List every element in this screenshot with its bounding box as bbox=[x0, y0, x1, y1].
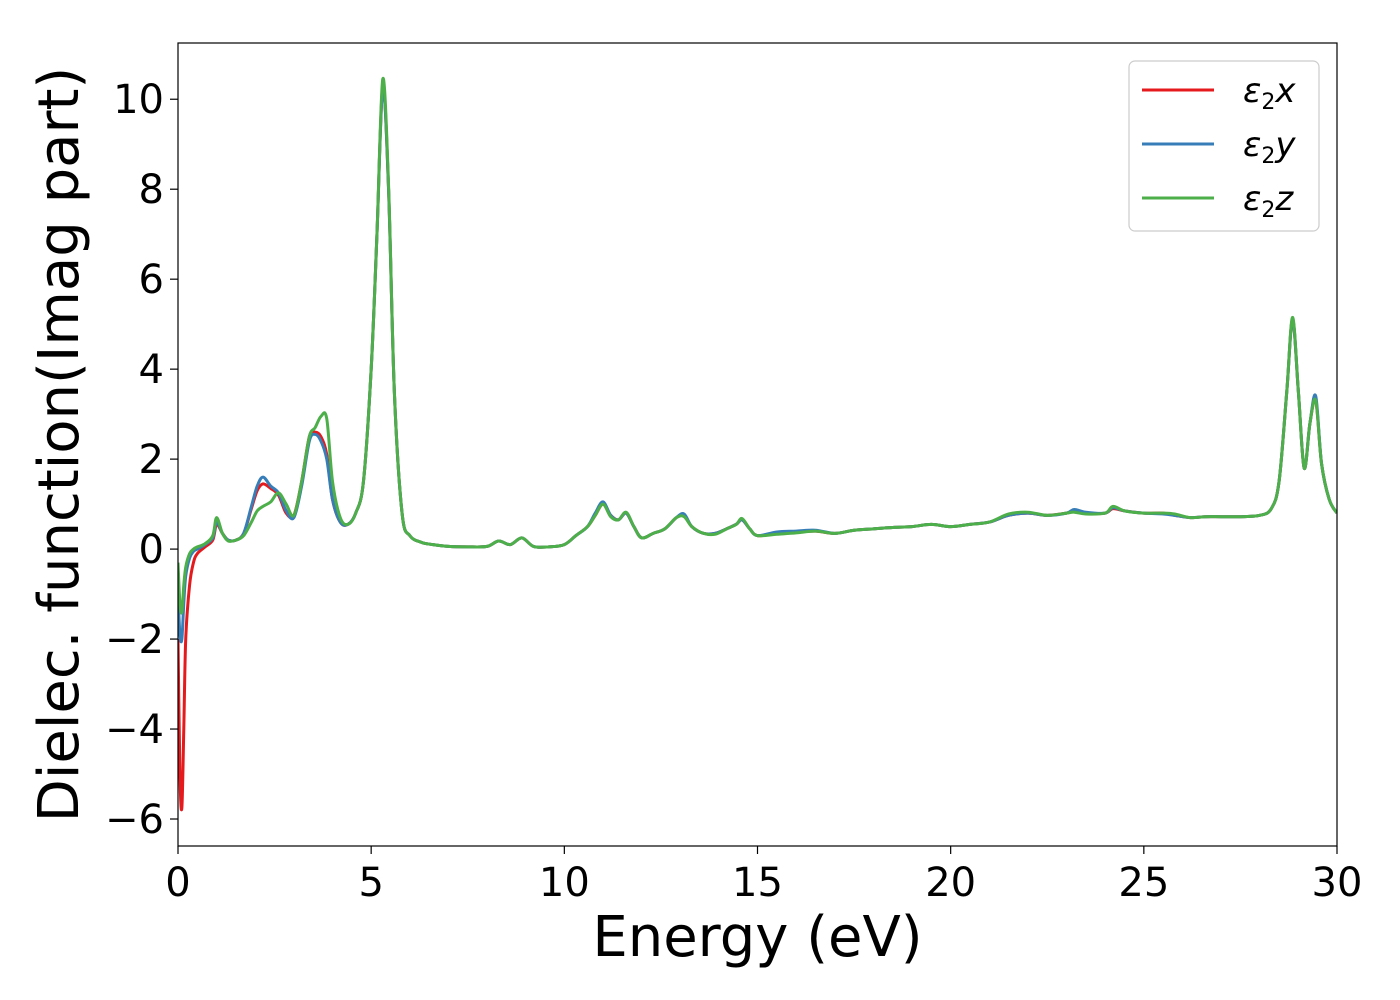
y-axis: −6 −4 −2 0 2 4 6 8 10 bbox=[105, 77, 178, 843]
x-axis-label: Energy (eV) bbox=[592, 905, 922, 970]
y-axis-label: Dielec. function(Imag part) bbox=[27, 67, 92, 823]
y-tick-label: 6 bbox=[139, 257, 164, 303]
legend-box bbox=[1128, 60, 1320, 232]
plot-lines bbox=[178, 76, 1337, 812]
x-tick-label: 25 bbox=[1118, 860, 1169, 906]
y-tick-label: −4 bbox=[105, 707, 164, 753]
x-tick-label: 15 bbox=[732, 860, 783, 906]
x-tick-label: 5 bbox=[358, 860, 383, 906]
legend: ε2x ε2y ε2z bbox=[1128, 60, 1320, 232]
x-tick-label: 20 bbox=[925, 860, 976, 906]
x-tick-label: 30 bbox=[1312, 860, 1363, 906]
y-tick-label: 4 bbox=[139, 347, 164, 393]
x-tick-label: 10 bbox=[539, 860, 590, 906]
y-tick-label: 10 bbox=[113, 77, 164, 123]
legend-label-x: ε2x bbox=[1243, 71, 1296, 115]
y-tick-label: 0 bbox=[139, 527, 164, 573]
legend-label-z: ε2z bbox=[1243, 179, 1294, 223]
y-tick-label: 2 bbox=[139, 437, 164, 483]
y-tick-label: −6 bbox=[105, 797, 164, 843]
y-tick-label: 8 bbox=[139, 167, 164, 213]
legend-label-y: ε2y bbox=[1243, 125, 1296, 169]
y-tick-label: −2 bbox=[105, 617, 164, 663]
x-axis: 0 5 10 15 20 25 30 bbox=[165, 846, 1362, 906]
series-line-z bbox=[178, 76, 1337, 615]
x-tick-label: 0 bbox=[165, 860, 190, 906]
